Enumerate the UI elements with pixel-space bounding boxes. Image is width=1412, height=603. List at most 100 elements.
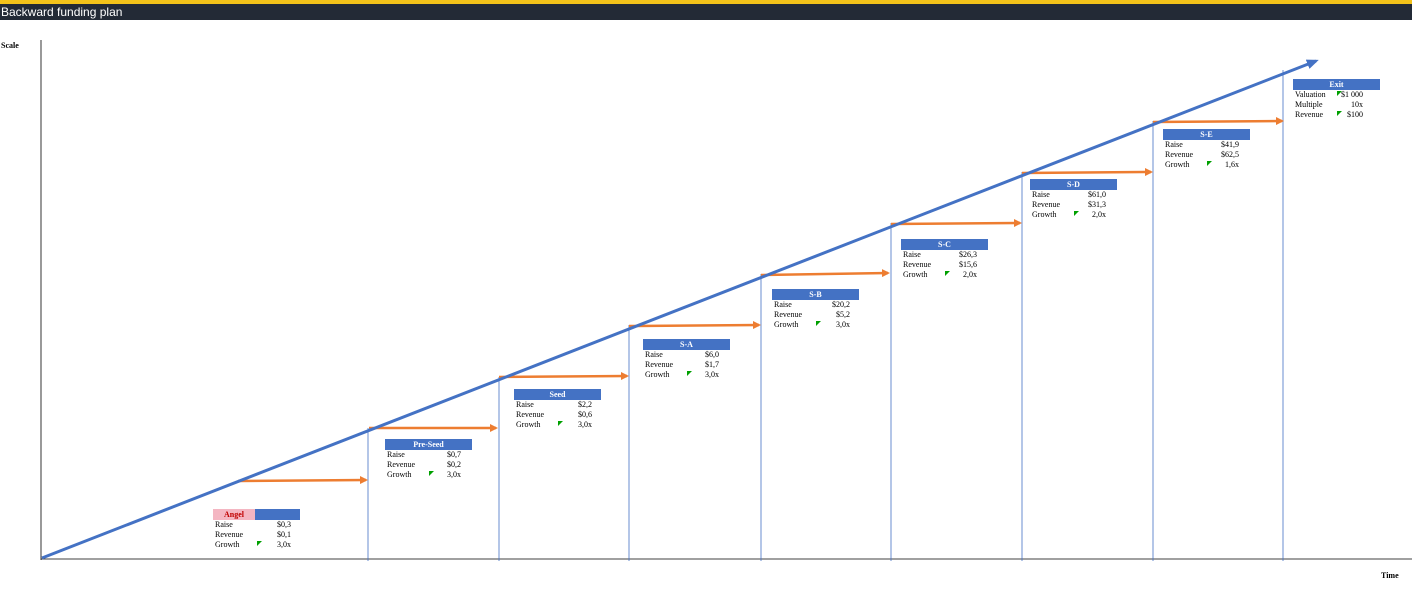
stage-header: Angel (213, 509, 300, 520)
stage-metric-row: Revenue $31,3 (1030, 200, 1117, 210)
stage-transition-arrow (628, 321, 761, 330)
metric-value: 3,0x (277, 540, 291, 549)
stage-header: S-C (901, 239, 988, 250)
stage-metric-row: Raise $41,9 (1163, 140, 1250, 150)
stage-header: Pre-Seed (385, 439, 472, 450)
x-axis-label: Time (1381, 571, 1399, 580)
y-axis-label: Scale (1, 41, 19, 50)
metric-label: Revenue (645, 360, 673, 369)
stage-metric-row: Revenue $0,2 (385, 460, 472, 470)
metric-label: Revenue (903, 260, 931, 269)
metric-value: $2,2 (578, 400, 592, 409)
metric-label: Growth (516, 420, 541, 429)
metric-label: Growth (387, 470, 412, 479)
stage-box: S-D Raise $61,0 Revenue $31,3 Growth 2,0x (1030, 179, 1117, 220)
metric-value: 3,0x (447, 470, 461, 479)
metric-label: Raise (1165, 140, 1183, 149)
metric-label: Raise (903, 250, 921, 259)
window-title: Backward funding plan (1, 5, 123, 19)
stage-box: Angel Raise $0,3 Revenue $0,1 Growth 3,0x (213, 509, 300, 550)
stage-header-bar (213, 509, 300, 520)
comment-flag-icon (429, 471, 434, 476)
metric-label: Revenue (516, 410, 544, 419)
comment-flag-icon (1207, 161, 1212, 166)
stage-name: Angel (213, 509, 255, 520)
stage-metric-row: Growth 3,0x (385, 470, 472, 480)
metric-value: $0,1 (277, 530, 291, 539)
stage-header-bar (901, 239, 988, 250)
stage-metric-row: Revenue $1,7 (643, 360, 730, 370)
stage-metric-row: Growth 3,0x (213, 540, 300, 550)
metric-label: Revenue (1032, 200, 1060, 209)
stage-header-bar (772, 289, 859, 300)
metric-label: Raise (645, 350, 663, 359)
metric-value: $5,2 (836, 310, 850, 319)
stage-metric-row: Revenue $100 (1293, 110, 1380, 120)
stage-transition-arrow (760, 269, 890, 278)
stage-metric-row: Raise $2,2 (514, 400, 601, 410)
stage-box: Exit Valuation $1 000 Multiple 10x Revenue $10… (1293, 79, 1380, 120)
stage-name: S-E (1200, 130, 1213, 139)
metric-value: $1,7 (705, 360, 719, 369)
stage-transition-arrow (890, 219, 1022, 228)
growth-trend-arrow (41, 59, 1319, 560)
stage-header: S-E (1163, 129, 1250, 140)
stage-box: Pre-Seed Raise $0,7 Revenue $0,2 Growth 3,0x (385, 439, 472, 480)
metric-label: Revenue (215, 530, 243, 539)
stage-metric-row: Raise $20,2 (772, 300, 859, 310)
metric-label: Growth (774, 320, 799, 329)
metric-label: Raise (215, 520, 233, 529)
metric-label: Revenue (1295, 110, 1323, 119)
stage-metric-row: Raise $0,7 (385, 450, 472, 460)
metric-value: 1,6x (1225, 160, 1239, 169)
metric-value: $20,2 (832, 300, 850, 309)
stage-box: Seed Raise $2,2 Revenue $0,6 Growth 3,0x (514, 389, 601, 430)
metric-label: Raise (1032, 190, 1050, 199)
metric-label: Raise (387, 450, 405, 459)
stage-name: S-B (809, 290, 822, 299)
metric-value: $100 (1347, 110, 1363, 119)
stage-transition-arrow (1152, 117, 1284, 126)
metric-value: 2,0x (963, 270, 977, 279)
metric-value: 3,0x (705, 370, 719, 379)
stage-header: Exit (1293, 79, 1380, 90)
comment-flag-icon (257, 541, 262, 546)
stage-name: Exit (1329, 80, 1344, 89)
metric-label: Growth (645, 370, 670, 379)
stage-name: Pre-Seed (413, 440, 444, 449)
metric-label: Revenue (387, 460, 415, 469)
comment-flag-icon (558, 421, 563, 426)
stage-transition-arrow (498, 372, 629, 381)
stage-metric-row: Growth 3,0x (643, 370, 730, 380)
stage-metric-row: Growth 3,0x (514, 420, 601, 430)
stage-metric-row: Raise $26,3 (901, 250, 988, 260)
stage-metric-row: Revenue $0,1 (213, 530, 300, 540)
stage-header: S-B (772, 289, 859, 300)
stage-metric-row: Raise $0,3 (213, 520, 300, 530)
stage-metric-row: Growth 2,0x (901, 270, 988, 280)
comment-flag-icon (687, 371, 692, 376)
metric-value: 10x (1351, 100, 1363, 109)
metric-label: Raise (774, 300, 792, 309)
metric-value: 2,0x (1092, 210, 1106, 219)
comment-flag-icon (1337, 91, 1342, 96)
metric-label: Growth (1165, 160, 1190, 169)
metric-label: Growth (1032, 210, 1057, 219)
metric-value: $0,7 (447, 450, 461, 459)
stage-header-bar (643, 339, 730, 350)
stage-metric-row: Valuation $1 000 (1293, 90, 1380, 100)
stage-name: S-A (680, 340, 693, 349)
stage-header-bar (1030, 179, 1117, 190)
stage-metric-row: Revenue $62,5 (1163, 150, 1250, 160)
comment-flag-icon (945, 271, 950, 276)
stage-name: Seed (549, 390, 566, 399)
stage-metric-row: Growth 2,0x (1030, 210, 1117, 220)
comment-flag-icon (1074, 211, 1079, 216)
stage-metric-row: Growth 3,0x (772, 320, 859, 330)
metric-value: $1 000 (1341, 90, 1363, 99)
metric-value: $0,6 (578, 410, 592, 419)
stage-box: S-B Raise $20,2 Revenue $5,2 Growth 3,0x (772, 289, 859, 330)
stage-header: S-A (643, 339, 730, 350)
comment-flag-icon (816, 321, 821, 326)
